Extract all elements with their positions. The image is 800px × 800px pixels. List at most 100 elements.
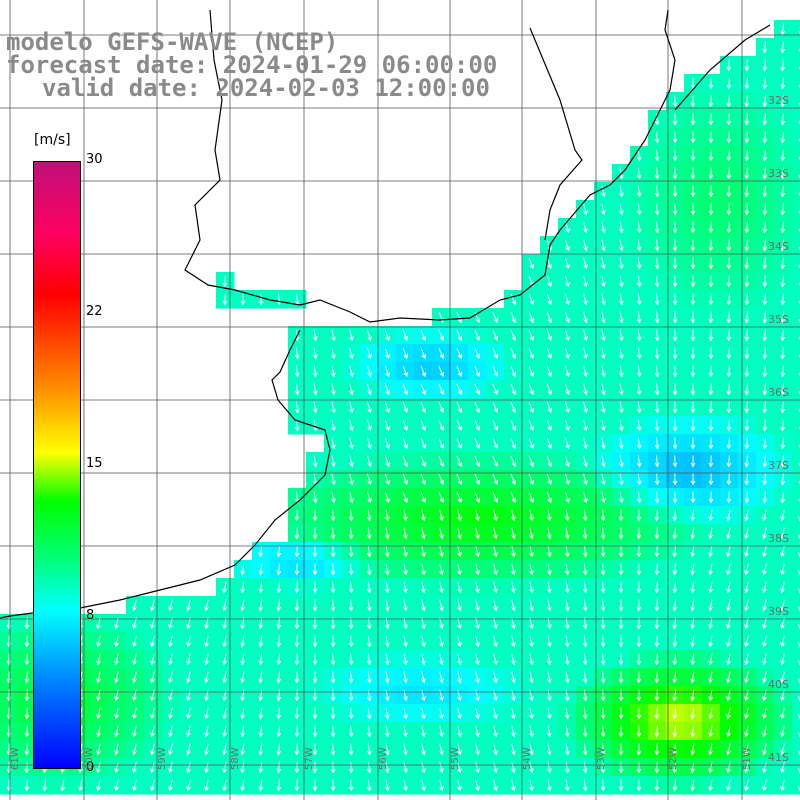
lat-label: 35S [768,313,789,326]
speed-cell [792,326,800,345]
wind-arrow [510,329,517,342]
wind-arrow [762,473,768,486]
wind-arrow [258,563,264,576]
wind-arrow [547,509,552,522]
wind-arrow [366,401,372,414]
wind-arrow [672,257,678,270]
wind-arrow [798,426,800,431]
colorbar [33,161,81,769]
wind-arrow [654,167,660,180]
wind-arrow [798,66,800,71]
wind-arrow [582,653,588,666]
wind-arrow [493,761,498,774]
wind-arrow [654,545,660,558]
wind-arrow [276,725,282,738]
coastline [184,9,676,323]
wind-arrow [349,383,354,396]
wind-arrow [654,239,660,252]
wind-arrow [672,275,678,288]
wind-arrow [438,365,445,378]
wind-arrow [403,779,408,792]
wind-arrow [780,41,786,54]
wind-arrow [168,653,173,666]
wind-arrow [690,491,696,504]
wind-arrow [798,408,800,413]
wind-arrow [619,185,624,198]
wind-arrow [690,365,696,378]
wind-arrow [618,599,624,612]
wind-arrow [222,761,227,774]
wind-arrow [529,725,534,738]
wind-arrow [726,473,732,486]
wind-arrow [528,419,534,432]
wind-arrow [276,779,282,792]
wind-arrow [186,653,191,666]
wind-arrow [564,347,570,360]
speed-cell [792,380,800,399]
lat-label: 41S [768,751,789,764]
wind-arrow [546,491,552,504]
wind-arrow [672,419,678,432]
wind-arrow [528,257,534,270]
wind-arrow [654,473,660,486]
wind-arrow [744,509,749,522]
wind-arrow [690,707,695,720]
wind-arrow [654,653,660,666]
wind-arrow [222,725,227,738]
wind-arrow [744,581,749,594]
wind-arrow [583,329,588,342]
wind-arrow [384,473,390,486]
wind-arrow [546,383,552,396]
wind-arrow [744,113,750,126]
lat-label: 37S [768,459,789,472]
wind-arrow [457,743,462,756]
wind-arrow [780,563,785,576]
wind-arrow [672,527,678,540]
wind-arrow [780,437,786,450]
wind-arrow [421,671,426,684]
wind-arrow [258,689,264,702]
wind-arrow [726,599,731,612]
wind-arrow [744,131,750,144]
wind-arrow [511,725,516,738]
wind-arrow [421,689,426,702]
wind-arrow [780,545,785,558]
wind-arrow [439,707,444,720]
wind-arrow [474,491,481,504]
colorbar-tick: 22 [86,304,103,319]
wind-arrow [744,77,750,90]
wind-arrow [294,689,300,702]
wind-arrow [654,311,660,324]
wind-arrow [672,743,678,756]
wind-arrow [312,689,318,702]
wind-arrow [601,401,606,414]
forecast-date: forecast date: 2024-01-29 06:00:00 [6,51,498,79]
wind-arrow [330,779,336,792]
wind-arrow [366,545,372,558]
wind-arrow [439,671,444,684]
wind-arrow [672,725,678,738]
wind-arrow [529,581,534,594]
speed-cell [792,56,800,75]
wind-arrow [547,581,552,594]
speed-cell [792,254,800,273]
wind-arrow [636,473,642,486]
wind-arrow [420,383,427,396]
wind-arrow [529,563,534,576]
wind-arrow [582,563,588,576]
wind-arrow [313,347,318,360]
wind-arrow [348,509,354,522]
speed-cell [792,344,800,363]
lon-label: 61W [10,747,21,770]
wind-arrow [330,707,336,720]
wind-arrow [654,455,660,468]
lat-label: 34S [768,240,789,253]
speed-cell [792,722,800,741]
wind-arrow [654,203,660,216]
wind-arrow [114,743,119,756]
wind-arrow [618,527,624,540]
wind-arrow [601,239,606,252]
wind-arrow [42,779,48,792]
wind-arrow [348,599,354,612]
wind-arrow [547,725,552,738]
